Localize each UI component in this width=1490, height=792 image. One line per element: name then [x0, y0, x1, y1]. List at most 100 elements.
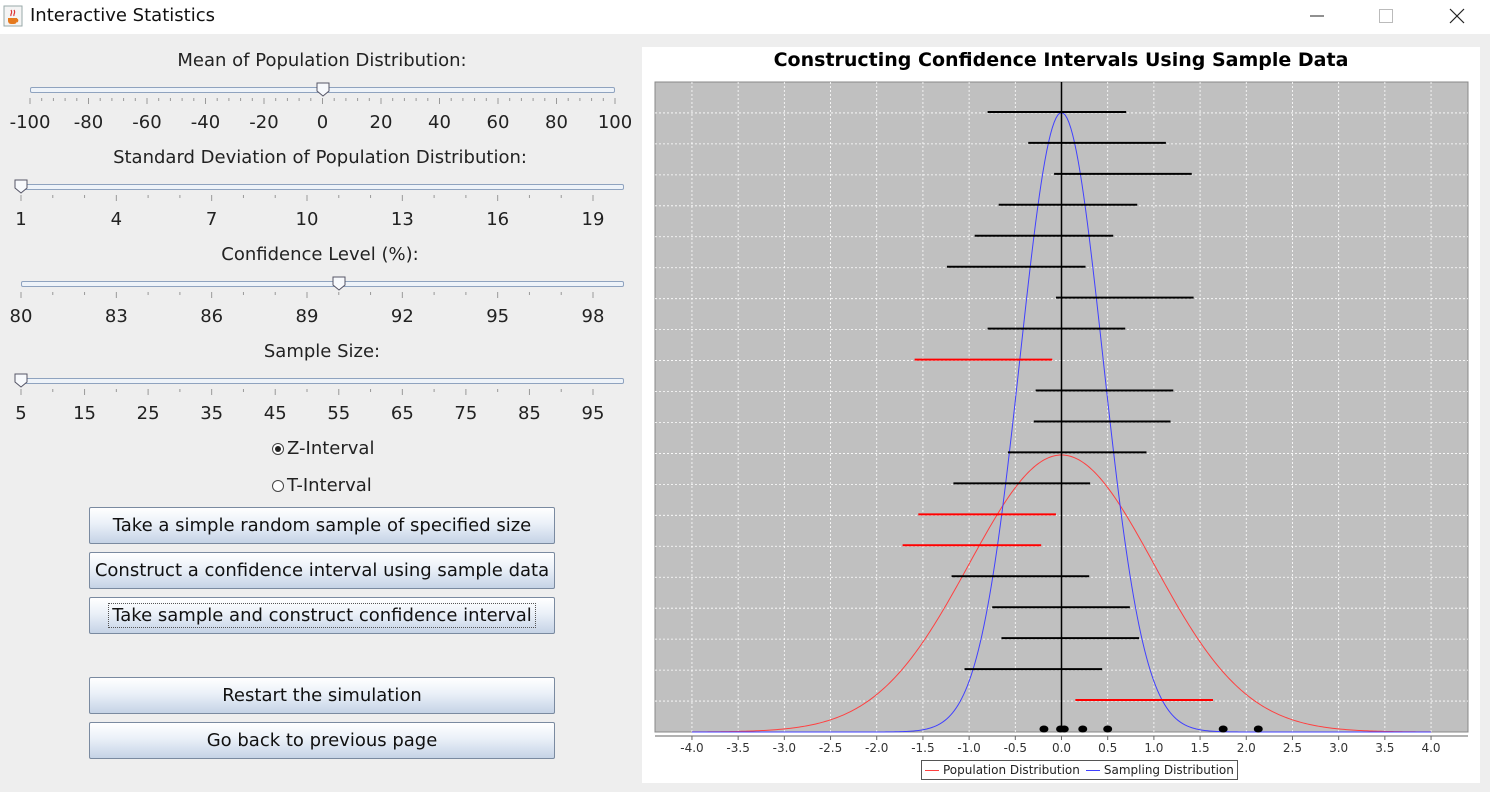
sample-size-slider-tick-label: 65 — [390, 403, 414, 424]
sample-point — [1078, 725, 1088, 733]
sample-size-slider-tick-label: 25 — [136, 403, 160, 424]
confidence-slider-tick-label: 92 — [390, 306, 414, 327]
x-axis-tick-label: -1.0 — [957, 741, 980, 755]
sample-point — [1103, 725, 1113, 733]
x-axis-tick-label: 0.0 — [1052, 741, 1071, 755]
confidence-slider-tick-label: 95 — [486, 306, 510, 327]
x-axis-tick-label: -0.5 — [1004, 741, 1027, 755]
radio-unselected-icon[interactable] — [272, 479, 284, 492]
z-interval-label: Z-Interval — [287, 438, 375, 459]
chart-title: Constructing Confidence Intervals Using … — [773, 49, 1349, 71]
sample-size-slider-label: Sample Size: — [263, 341, 381, 362]
legend-population-swatch — [925, 769, 939, 771]
mean-slider-ticks — [29, 98, 616, 104]
sample-size-slider-tick-label: 95 — [581, 403, 605, 424]
mean-slider-tick-label: -60 — [132, 112, 162, 133]
sample-point — [1253, 725, 1263, 733]
legend-sampling-swatch — [1085, 769, 1100, 771]
confidence-slider-ticks — [20, 292, 594, 298]
restart-button-label: Restart the simulation — [222, 685, 422, 706]
t-interval-radio[interactable]: T-Interval — [272, 475, 372, 496]
sd-slider-tick-label: 16 — [486, 209, 510, 230]
sample-size-slider-tick-label: 45 — [263, 403, 287, 424]
maximize-icon — [1379, 9, 1393, 23]
window-title: Interactive Statistics — [30, 5, 215, 26]
take-and-construct-button-label: Take sample and construct confidence int… — [108, 603, 536, 628]
mean-slider-tick-label: 0 — [316, 112, 329, 133]
construct-ci-button-label: Construct a confidence interval using sa… — [94, 560, 550, 581]
x-axis-tick-label: -3.5 — [726, 741, 749, 755]
confidence-slider-tick-label: 98 — [581, 306, 605, 327]
x-axis-tick-label: -1.5 — [911, 741, 934, 755]
confidence-slider-tick-label: 83 — [104, 306, 128, 327]
mean-slider-thumb[interactable] — [316, 82, 330, 97]
sample-size-slider-tick-label: 5 — [15, 403, 27, 424]
mean-slider-tick-label: -100 — [9, 112, 51, 133]
x-axis-tick-label: 2.0 — [1237, 741, 1256, 755]
close-button[interactable] — [1434, 0, 1480, 34]
confidence-interval-chart: -4.0 -3.5 -3.0 -2.5 -2.0 -1.5 -1.0 -0.5 0.0 0.5 1.… — [654, 81, 1469, 755]
construct-ci-button[interactable]: Construct a confidence interval using sa… — [89, 552, 555, 589]
sd-slider-tick-label: 13 — [390, 209, 414, 230]
sample-size-slider-tick-label: 75 — [454, 403, 478, 424]
confidence-slider-tick-label: 89 — [295, 306, 319, 327]
legend-population-label: Population Distribution — [943, 763, 1080, 777]
x-axis-tick-label: -3.0 — [773, 741, 796, 755]
mean-slider-tick-label: 100 — [597, 112, 633, 133]
close-icon — [1449, 8, 1465, 24]
take-sample-button[interactable]: Take a simple random sample of specified… — [89, 507, 555, 544]
sample-size-slider-track[interactable] — [21, 378, 624, 384]
take-and-construct-button[interactable]: Take sample and construct confidence int… — [89, 597, 555, 634]
legend-sampling-label: Sampling Distribution — [1103, 763, 1234, 777]
title-bar: Interactive Statistics — [0, 0, 1490, 34]
sample-size-slider-thumb[interactable] — [14, 373, 28, 388]
sd-slider-tick-label: 1 — [15, 209, 27, 230]
mean-slider-tick-label: 20 — [369, 112, 393, 133]
confidence-slider-label: Confidence Level (%): — [221, 244, 419, 265]
x-axis-tick-label: 4.0 — [1421, 741, 1440, 755]
sd-slider-label: Standard Deviation of Population Distrib… — [113, 147, 527, 168]
minimize-button[interactable] — [1294, 0, 1340, 34]
legend-population: Population Distribution — [925, 763, 1080, 777]
x-axis-tick-label: -2.5 — [819, 741, 842, 755]
sample-point — [1039, 725, 1049, 733]
chart-legend: Population Distribution Sampling Distrib… — [921, 760, 1238, 780]
minimize-icon — [1310, 15, 1324, 17]
mean-slider-tick-label: -40 — [190, 112, 221, 133]
sd-slider-thumb[interactable] — [14, 179, 28, 194]
take-sample-button-label: Take a simple random sample of specified… — [112, 515, 532, 536]
x-axis-tick-label: 3.5 — [1375, 741, 1394, 755]
confidence-slider-track[interactable] — [21, 281, 624, 287]
x-axis-tick-label: 1.0 — [1144, 741, 1163, 755]
t-interval-label: T-Interval — [287, 475, 372, 496]
sample-size-slider-tick-label: 55 — [327, 403, 351, 424]
sd-slider-track[interactable] — [21, 184, 624, 190]
sample-point — [1218, 725, 1228, 733]
sample-size-slider-tick-label: 85 — [517, 403, 541, 424]
x-axis-tick-label: -2.0 — [865, 741, 888, 755]
sample-size-slider-tick-label: 15 — [73, 403, 96, 424]
sd-slider-ticks — [20, 195, 594, 201]
java-app-icon — [3, 5, 23, 27]
x-axis-tick-label: 3.0 — [1329, 741, 1348, 755]
restart-button[interactable]: Restart the simulation — [89, 677, 555, 714]
mean-slider-tick-label: -20 — [249, 112, 279, 133]
sd-slider-tick-label: 10 — [295, 209, 319, 230]
mean-slider-tick-label: 80 — [545, 112, 568, 133]
x-axis-tick-label: -4.0 — [680, 741, 703, 755]
mean-slider-tick-label: 40 — [428, 112, 451, 133]
z-interval-radio[interactable]: Z-Interval — [272, 438, 374, 459]
confidence-slider-thumb[interactable] — [332, 276, 346, 291]
x-axis-tick-label: 0.5 — [1098, 741, 1117, 755]
go-back-button[interactable]: Go back to previous page — [89, 722, 555, 759]
go-back-button-label: Go back to previous page — [206, 730, 438, 751]
sample-point — [1059, 725, 1069, 733]
sd-slider-tick-label: 19 — [581, 209, 605, 230]
confidence-slider-tick-label: 80 — [9, 306, 33, 327]
maximize-button[interactable] — [1363, 0, 1409, 34]
sample-size-slider-tick-label: 35 — [200, 403, 224, 424]
chart-panel: Constructing Confidence Intervals Using … — [642, 47, 1480, 783]
radio-selected-icon[interactable] — [272, 442, 284, 455]
sd-slider-tick-label: 7 — [205, 209, 218, 230]
sd-slider-tick-label: 4 — [110, 209, 123, 230]
